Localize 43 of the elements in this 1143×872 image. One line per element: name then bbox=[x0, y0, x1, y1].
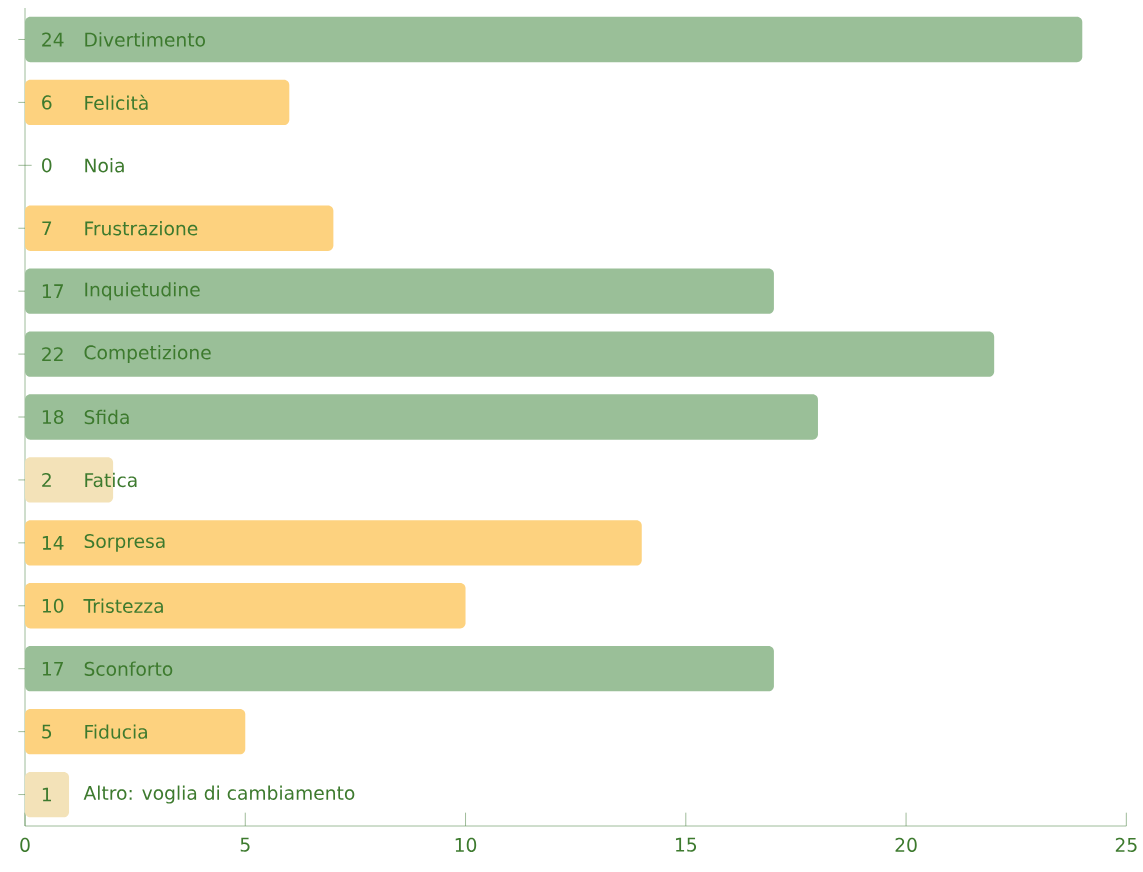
x-tick-label: 25 bbox=[1115, 837, 1137, 852]
y-tick-label: Competizione bbox=[84, 345, 211, 364]
x-tick-label: 10 bbox=[455, 837, 477, 852]
bar bbox=[25, 268, 774, 314]
bar bbox=[25, 708, 246, 755]
x-tick-label: 5 bbox=[240, 837, 250, 852]
data-label: 2 bbox=[42, 472, 51, 487]
bar bbox=[25, 331, 995, 377]
y-tick-label: Noia bbox=[85, 158, 124, 173]
y-tick-label: Fatica bbox=[85, 472, 137, 488]
y-tick-label: Frustrazione bbox=[85, 221, 198, 236]
bar bbox=[25, 205, 334, 251]
bar bbox=[25, 771, 70, 818]
data-label: 24 bbox=[42, 32, 64, 47]
data-label: 5 bbox=[42, 724, 52, 739]
y-tick-label: Tristezza bbox=[83, 598, 163, 614]
bar bbox=[25, 520, 642, 566]
data-label: 17 bbox=[42, 661, 63, 676]
data-label: 10 bbox=[42, 598, 64, 613]
y-tick-label: Sfida bbox=[84, 409, 129, 425]
data-label: 14 bbox=[42, 536, 64, 550]
data-label: 1 bbox=[42, 787, 51, 802]
y-tick-label: Divertimento bbox=[85, 32, 205, 47]
data-label: 6 bbox=[42, 95, 52, 110]
data-label: 0 bbox=[42, 158, 52, 173]
y-tick-label: Inquietudine bbox=[85, 282, 200, 301]
bar bbox=[25, 16, 1083, 63]
x-tick-label: 0 bbox=[20, 837, 30, 852]
data-label: 18 bbox=[42, 409, 64, 425]
y-tick-label: Fiducia bbox=[85, 724, 147, 739]
y-tick-label: Sorpresa bbox=[84, 533, 165, 552]
bar bbox=[25, 583, 466, 629]
data-label: 17 bbox=[42, 284, 63, 298]
bar bbox=[25, 646, 774, 692]
bar bbox=[25, 79, 290, 126]
data-label: 22 bbox=[42, 347, 63, 362]
y-tick-label: Altro: voglia di cambiamento bbox=[83, 785, 355, 804]
data-label: 7 bbox=[42, 221, 52, 236]
bar bbox=[25, 394, 818, 440]
y-tick-label: Felicità bbox=[85, 94, 148, 110]
x-tick-label: 20 bbox=[895, 837, 917, 852]
x-tick-label: 15 bbox=[675, 837, 697, 852]
y-tick-label: Sconforto bbox=[84, 661, 173, 676]
